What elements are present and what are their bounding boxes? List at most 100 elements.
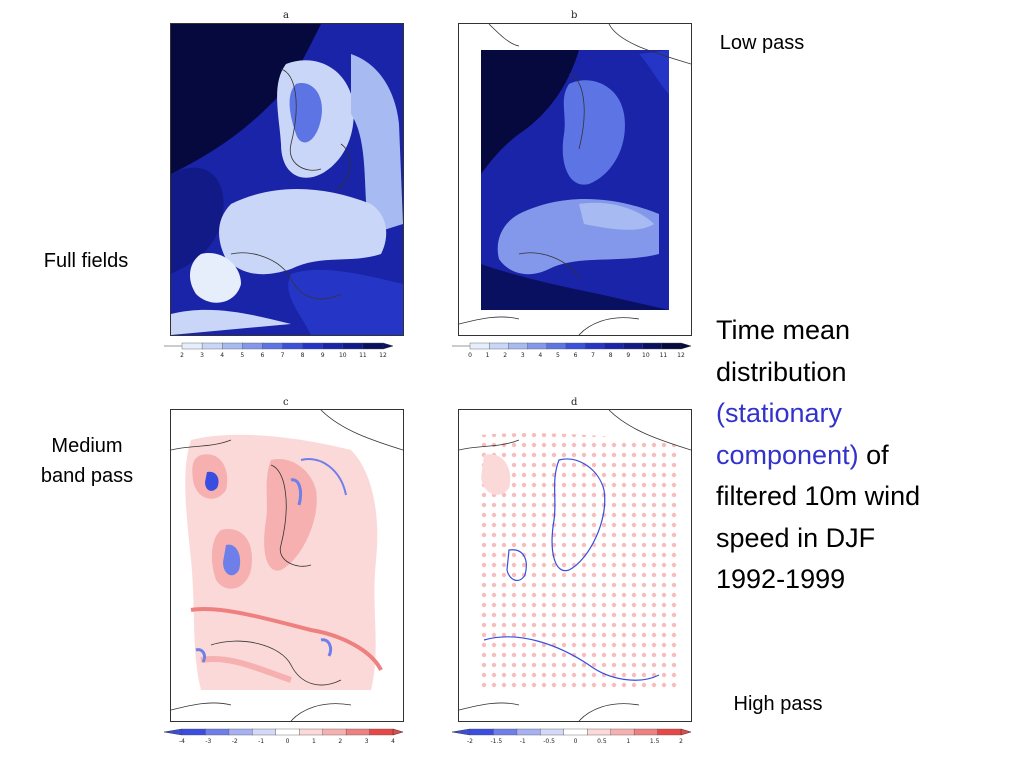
- colorbar-tick-label: 0: [468, 352, 472, 359]
- colorbar-swatch: [623, 342, 644, 350]
- colorbar-tick-label: -4: [179, 738, 185, 745]
- colorbar-tick-label: -1: [258, 738, 264, 745]
- caption-line4-wrap: component) of: [716, 435, 1016, 477]
- colorbar-tick-label: 5: [556, 352, 560, 359]
- colorbar-tick-label: 6: [260, 352, 264, 359]
- panel-label-a: a: [283, 10, 289, 21]
- colorbar-swatch: [299, 728, 324, 736]
- colorbar-tick-label: 4: [220, 352, 224, 359]
- colorbar-tick-label: 8: [609, 352, 613, 359]
- caption-line6: speed in DJF: [716, 522, 876, 553]
- colorbar-swatch: [181, 342, 203, 350]
- colorbar-swatch: [181, 728, 206, 736]
- caption-line7: 1992-1999: [716, 564, 846, 594]
- colorbar-swatch: [587, 728, 612, 736]
- colorbar-swatch: [342, 342, 364, 350]
- colorbar-c-graphic: -4 -3 -2 -1 0 1 2 3 4: [163, 728, 404, 745]
- colorbar-tick-label: 4: [538, 352, 542, 359]
- colorbar-swatch: [469, 342, 490, 350]
- colorbar-tick-label: -1: [520, 738, 526, 745]
- colorbar-tick-label: 4: [391, 738, 395, 745]
- colorbar-b-graphic: 0 1 2 3 4 5 6 7 8 9 10 11 12: [452, 342, 692, 359]
- map-panel-b: [458, 23, 692, 336]
- colorbar-tick-label: 12: [677, 352, 685, 359]
- colorbar-swatch: [222, 342, 243, 350]
- colorbar-a: 2 3 4 5 6 7 8 9 10 11 12: [160, 340, 395, 364]
- colorbar-swatch: [275, 728, 300, 736]
- colorbar-tick-label: 1: [312, 738, 316, 745]
- label-medium-line1: Medium: [51, 435, 123, 457]
- map-b-graphic: [459, 24, 691, 335]
- label-medium-band-pass: Medium band pass: [22, 431, 152, 491]
- colorbar-tick-label: 5: [240, 352, 244, 359]
- colorbar-swatch: [633, 728, 659, 736]
- colorbar-swatch: [661, 342, 682, 350]
- colorbar-tick-label: 6: [574, 352, 578, 359]
- label-full-fields: Full fields: [43, 250, 129, 272]
- colorbar-swatch: [565, 342, 586, 350]
- colorbar-tick-label: 9: [626, 352, 630, 359]
- colorbar-tick-label: 9: [321, 352, 325, 359]
- colorbar-swatch: [242, 342, 263, 350]
- colorbar-swatch: [262, 342, 284, 350]
- colorbar-tick-label: 0: [286, 738, 290, 745]
- colorbar-swatch: [540, 728, 565, 736]
- panel-label-b: b: [571, 10, 578, 21]
- colorbar-tick-label: 2: [503, 352, 507, 359]
- colorbar-swatch: [584, 342, 605, 350]
- colorbar-arrow-left: [451, 728, 471, 736]
- colorbar-a-graphic: 2 3 4 5 6 7 8 9 10 11 12: [164, 342, 394, 359]
- colorbar-tick-label: 0: [574, 738, 578, 745]
- colorbar-tick-label: 7: [281, 352, 285, 359]
- caption-line3: (stationary: [716, 398, 843, 428]
- colorbar-swatch: [488, 342, 509, 350]
- colorbar-tick-label: 11: [660, 352, 668, 359]
- caption-line2: distribution: [716, 356, 847, 387]
- label-high-pass: High pass: [733, 693, 823, 715]
- colorbar-arrow-right: [392, 728, 404, 736]
- colorbar-swatch: [546, 342, 567, 350]
- colorbar-tick-label: 2: [338, 738, 342, 745]
- colorbar-swatch: [508, 342, 529, 350]
- colorbar-swatch: [282, 342, 304, 350]
- colorbar-swatch: [563, 728, 588, 736]
- colorbar-tick-label: 12: [379, 352, 387, 359]
- colorbar-c: -4 -3 -2 -1 0 1 2 3 4: [160, 726, 405, 750]
- colorbar-arrow-right: [680, 342, 692, 350]
- panel-label-c: c: [283, 397, 289, 408]
- colorbar-tick-label: 8: [301, 352, 305, 359]
- label-medium-line2: band pass: [40, 465, 134, 487]
- colorbar-tick-label: 1: [486, 352, 490, 359]
- caption-line5: filtered 10m wind: [716, 481, 921, 511]
- colorbar-tick-label: 0.5: [597, 738, 607, 745]
- colorbar-d-graphic: -2 -1.5 -1 -0.5 0 0.5 1 1.5 2: [451, 728, 692, 745]
- colorbar-swatch: [493, 728, 518, 736]
- colorbar-tick-label: -2: [467, 738, 473, 745]
- label-low-pass: Low pass: [719, 32, 805, 54]
- colorbar-tick-label: 3: [521, 352, 525, 359]
- map-panel-c: [170, 409, 404, 722]
- colorbar-swatch: [362, 342, 384, 350]
- colorbar-swatch: [252, 728, 277, 736]
- colorbar-swatch: [610, 728, 635, 736]
- colorbar-swatch: [322, 728, 347, 736]
- caption: Time mean distribution (stationary compo…: [716, 310, 1016, 601]
- colorbar-swatch: [469, 728, 494, 736]
- caption-line4-tail: of: [858, 439, 889, 470]
- colorbar-tick-label: 10: [339, 352, 347, 359]
- map-panel-a: [170, 23, 404, 336]
- colorbar-swatch: [516, 728, 541, 736]
- colorbar-tick-label: -0.5: [543, 738, 555, 745]
- colorbar-tick-label: 11: [359, 352, 367, 359]
- colorbar-tick-label: 10: [642, 352, 650, 359]
- map-d-graphic: [459, 410, 691, 721]
- colorbar-swatch: [345, 728, 371, 736]
- panel-label-d: d: [571, 397, 578, 408]
- colorbar-tick-label: 2: [180, 352, 184, 359]
- colorbar-tick-label: 2: [679, 738, 683, 745]
- colorbar-b: 0 1 2 3 4 5 6 7 8 9 10 11 12: [448, 340, 693, 364]
- colorbar-swatch: [527, 342, 548, 350]
- colorbar-swatch: [604, 342, 624, 350]
- colorbar-tick-label: 7: [591, 352, 595, 359]
- colorbar-tick-label: -2: [232, 738, 238, 745]
